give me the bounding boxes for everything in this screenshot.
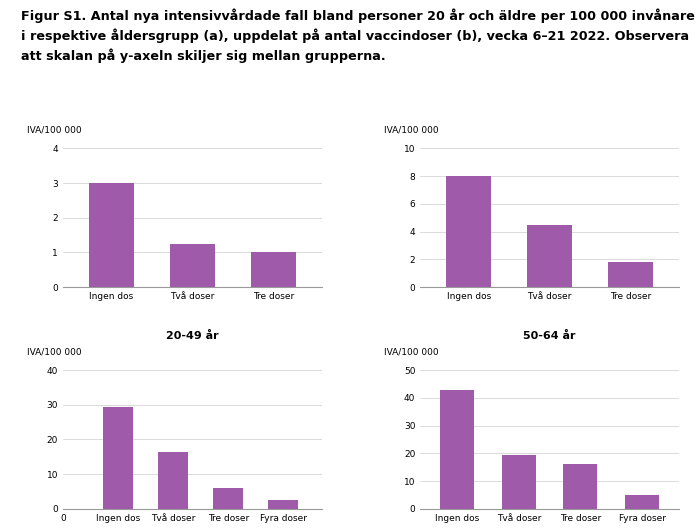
Text: 50-64 år: 50-64 år	[524, 331, 576, 341]
Text: IVA/100 000: IVA/100 000	[27, 126, 81, 135]
Bar	[103, 407, 133, 509]
Bar	[251, 252, 295, 287]
Text: IVA/100 000: IVA/100 000	[384, 347, 439, 356]
Text: IVA/100 000: IVA/100 000	[27, 347, 81, 356]
Text: 20-49 år: 20-49 år	[166, 331, 218, 341]
Bar	[625, 495, 659, 509]
Bar	[608, 262, 652, 287]
Bar	[440, 390, 474, 509]
Bar	[90, 183, 134, 287]
Bar	[158, 452, 188, 509]
Bar	[502, 455, 536, 509]
Bar	[527, 225, 572, 287]
Bar	[268, 500, 298, 509]
Text: 0: 0	[60, 514, 66, 523]
Text: IVA/100 000: IVA/100 000	[384, 126, 439, 135]
Bar	[170, 244, 215, 287]
Bar	[447, 176, 491, 287]
Bar	[564, 464, 597, 509]
Bar	[213, 488, 244, 509]
Text: Figur S1. Antal nya intensivvårdade fall bland personer 20 år och äldre per 100 : Figur S1. Antal nya intensivvårdade fall…	[21, 8, 695, 63]
